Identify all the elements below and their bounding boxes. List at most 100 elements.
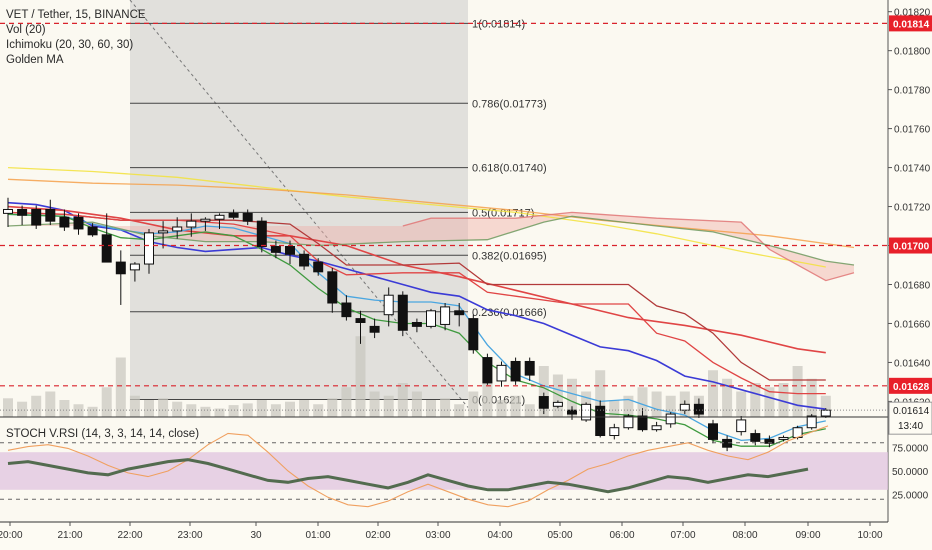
volume-bar [158,398,169,417]
volume-bar [792,366,803,417]
stoch-tick-label: 50.0000 [892,467,929,478]
time-tick-label: 10:00 [857,530,882,541]
volume-bar [468,391,479,417]
candle [327,271,338,304]
stoch-tick-label: 75.0000 [892,444,929,455]
time-tick-label: 07:00 [670,530,695,541]
time-tick-label: 02:00 [365,530,390,541]
candle [383,294,394,316]
candle [228,212,239,218]
stoch-band [0,452,888,490]
volume-bar [115,357,126,417]
volume-bar [595,370,606,417]
fib-level-label: 0.382(0.01695) [472,250,547,262]
volume-bar [482,370,493,417]
candle [468,318,479,351]
symbol-title: VET / Tether, 15, BINANCE [6,9,146,21]
candle [186,220,197,228]
fib-level-label: 0.618(0.01740) [472,163,547,175]
volume-bar [524,404,535,417]
candle [736,419,747,433]
volume-bar [186,404,197,417]
volume-bar [637,387,648,417]
candle [693,403,704,415]
legend-golden-ma: Golden MA [6,54,64,66]
volume-bar [355,336,366,417]
candle [538,396,549,409]
volume-bar [764,387,775,417]
volume-bar [242,403,253,417]
candle [59,216,70,228]
candle [129,263,140,271]
fib-level-label: 1(0.01814) [472,18,525,30]
volume-bar [440,398,451,417]
candle [510,360,521,382]
candle [426,310,436,327]
price-tick-label: 0.01760 [894,125,931,136]
candle [73,216,84,230]
stoch-d-line [7,425,829,508]
candle [115,261,126,275]
volume-bar [285,401,295,417]
candle [454,310,465,316]
time-tick-label: 21:00 [57,530,82,541]
price-tick-label: 0.01800 [894,47,931,58]
candle [708,423,718,440]
legend-ichimoku: Ichimoku (20, 30, 60, 30) [6,39,134,51]
candle [764,438,775,444]
candle [567,409,577,415]
time-tick-label: 08:00 [732,530,757,541]
candle [496,364,507,382]
volume-bar [256,400,267,417]
candle [482,357,493,384]
volume-bar [3,398,13,417]
candle [341,302,352,318]
price-badge-label: 0.01700 [893,242,930,253]
fib-retracement-box [130,0,468,400]
candle [31,208,42,226]
time-tick-label: 01:00 [305,530,330,541]
volume-bar [567,378,577,417]
volume-bar [820,395,831,417]
volume-bar [538,366,549,417]
candle [552,401,563,407]
indicator-line [7,211,826,381]
volume-bar [144,400,154,417]
volume-bar [369,391,380,417]
fib-trend-line [129,0,469,408]
volume-bar [708,370,718,417]
last-price-label: 0.01614 [893,406,930,417]
candle [172,226,183,232]
indicator-line [7,166,826,268]
volume-bar [397,383,408,417]
indicator-line [7,205,826,354]
volume-bar [609,400,620,417]
volume-bar [327,398,338,417]
volume-bar [750,383,761,417]
price-tick-label: 0.01680 [894,280,931,291]
time-tick-label: 23:00 [177,530,202,541]
candle [750,433,761,442]
volume-bar [270,404,281,417]
volume-bar [45,391,56,417]
candle [637,415,648,431]
price-badge-label: 0.01814 [893,19,930,30]
volume-bar [59,400,70,417]
candle [355,318,366,323]
ichimoku-cloud [8,212,854,281]
volume-bar [510,395,521,417]
candle [595,405,606,437]
time-tick-label: 30 [250,530,262,541]
volume-bar [299,400,310,417]
candle [87,226,98,236]
candle [369,325,380,333]
volume-bar [623,395,634,417]
volume-bar [341,387,352,417]
price-tick-label: 0.01780 [894,86,931,97]
volume-bar [172,401,183,417]
volume-bar [31,395,42,417]
candle [158,230,169,234]
volume-bar [778,383,789,417]
volume-bar [101,387,112,417]
